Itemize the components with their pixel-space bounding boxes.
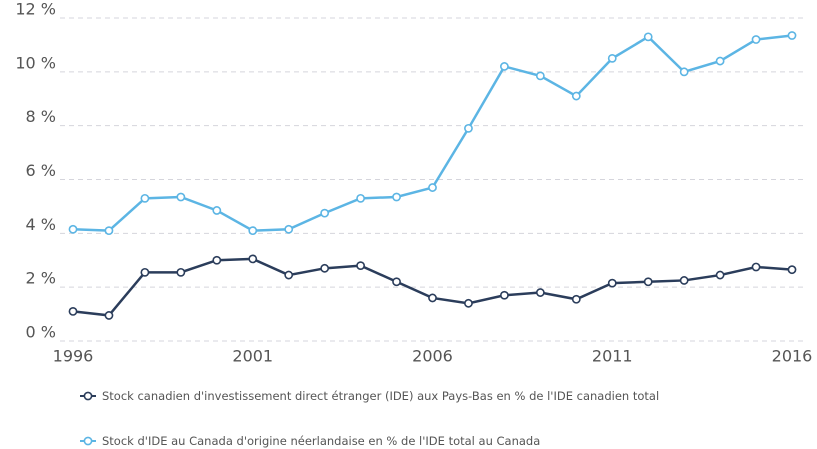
legend-circle bbox=[83, 391, 93, 401]
point bbox=[320, 208, 330, 218]
y-tick-label: 0 % bbox=[26, 323, 56, 342]
point bbox=[140, 267, 150, 277]
point bbox=[248, 226, 258, 236]
point bbox=[212, 206, 222, 215]
point bbox=[104, 311, 114, 320]
point bbox=[392, 192, 401, 202]
point bbox=[284, 224, 294, 234]
point bbox=[248, 254, 258, 264]
x-tick-label: 2001 bbox=[232, 347, 273, 366]
point bbox=[535, 71, 545, 81]
point bbox=[284, 270, 294, 280]
point bbox=[535, 288, 545, 297]
point bbox=[356, 193, 365, 203]
point bbox=[392, 277, 401, 287]
point bbox=[499, 290, 509, 300]
legend-label: Stock canadien d'investissement direct é… bbox=[102, 389, 660, 403]
point bbox=[320, 263, 330, 273]
chart: 0 % 2 % 4 % 6 % 8 % 10 % 12 % 1996 2001 2006 2011 2… bbox=[15, 0, 813, 366]
point bbox=[428, 183, 437, 192]
legend-item: Stock d'IDE au Canada d'origine néerland… bbox=[80, 434, 672, 448]
point bbox=[464, 123, 473, 133]
point bbox=[787, 265, 797, 275]
legend-item: Stock canadien d'investissement direct é… bbox=[80, 389, 672, 403]
point bbox=[428, 293, 437, 303]
point bbox=[643, 32, 653, 42]
point bbox=[751, 262, 761, 272]
point bbox=[571, 294, 581, 304]
x-tick-label: 1996 bbox=[53, 347, 94, 366]
point bbox=[607, 278, 617, 288]
point bbox=[140, 193, 150, 203]
point bbox=[104, 226, 114, 236]
point bbox=[751, 35, 761, 44]
point bbox=[212, 255, 222, 265]
legend-marker bbox=[80, 391, 96, 401]
point bbox=[68, 306, 78, 316]
legend-marker bbox=[80, 436, 96, 446]
point bbox=[464, 298, 473, 308]
legend-circle bbox=[83, 436, 93, 446]
point bbox=[643, 277, 653, 287]
legend-label: Stock d'IDE au Canada d'origine néerland… bbox=[102, 434, 541, 448]
point bbox=[499, 62, 509, 71]
y-tick-label: 10 % bbox=[15, 53, 56, 72]
point bbox=[715, 56, 725, 66]
y-tick-label: 8 % bbox=[26, 107, 56, 126]
point bbox=[787, 31, 797, 40]
point bbox=[176, 192, 186, 202]
point bbox=[679, 276, 689, 285]
point bbox=[571, 91, 581, 101]
y-tick-label: 12 % bbox=[15, 0, 56, 19]
point bbox=[679, 67, 689, 77]
x-tick-label: 2016 bbox=[772, 347, 813, 366]
point bbox=[715, 270, 725, 280]
point bbox=[356, 261, 365, 271]
point bbox=[68, 224, 78, 234]
x-tick-label: 2006 bbox=[412, 347, 453, 366]
x-tick-label: 2011 bbox=[592, 347, 633, 366]
point bbox=[176, 267, 186, 277]
y-tick-label: 2 % bbox=[26, 269, 56, 288]
y-tick-label: 4 % bbox=[26, 215, 56, 234]
y-tick-label: 6 % bbox=[26, 161, 56, 180]
point bbox=[607, 53, 617, 63]
